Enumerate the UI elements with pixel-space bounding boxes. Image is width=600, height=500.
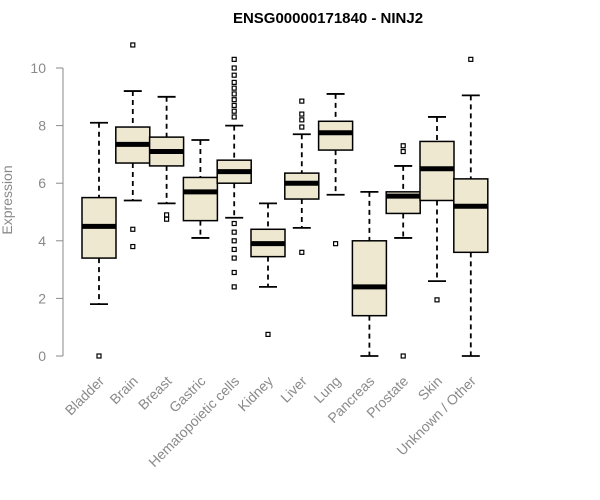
box-breast: [148, 95, 185, 222]
box-bladder: [81, 121, 117, 359]
outlier-point: [231, 102, 237, 109]
outlier-point: [164, 216, 170, 222]
box-brain: [115, 42, 151, 250]
box-prostate: [385, 143, 421, 359]
iqr-box: [284, 172, 320, 200]
outlier-point: [333, 241, 339, 247]
outlier-point: [164, 212, 170, 218]
outlier-point: [468, 56, 474, 62]
outlier-point: [400, 353, 406, 359]
outlier-point: [231, 79, 237, 86]
outlier-point: [130, 243, 136, 250]
category-label: Kidney: [235, 373, 277, 415]
category-label: Bladder: [62, 373, 108, 419]
outlier-point: [231, 238, 237, 244]
outlier-point: [231, 114, 237, 120]
axes: 0 2 4 6 8 10: [30, 60, 64, 364]
outlier-point: [231, 284, 237, 290]
outlier-point: [231, 72, 237, 78]
box-pancreas: [351, 190, 388, 357]
outlier-point: [400, 143, 406, 149]
outlier-point: [231, 220, 237, 227]
box-lung: [317, 93, 354, 247]
outlier-point: [231, 108, 237, 114]
box-liver: [284, 98, 320, 255]
box-gastric: [182, 139, 219, 239]
y-axis-label: Expression: [0, 165, 15, 234]
outlier-point: [434, 297, 440, 303]
y-tick-label: 6: [38, 175, 46, 191]
y-tick-label: 8: [38, 118, 46, 134]
box-hematopoietic-cells: [216, 56, 252, 290]
box-unknown-other: [453, 56, 489, 357]
iqr-box: [182, 176, 219, 222]
y-tick-label: 0: [38, 348, 46, 364]
outlier-point: [265, 331, 271, 337]
chart-title: ENSG00000171840 - NINJ2: [233, 10, 423, 27]
y-tick-label: 2: [38, 290, 46, 306]
outlier-point: [231, 91, 237, 97]
box-kidney: [250, 202, 286, 337]
outlier-point: [130, 42, 136, 48]
outlier-point: [299, 249, 305, 255]
outlier-point: [231, 85, 237, 91]
outlier-point: [299, 124, 305, 130]
outlier-point: [231, 269, 237, 276]
category-label: Liver: [277, 373, 310, 406]
outlier-point: [231, 56, 237, 62]
outlier-point: [299, 98, 305, 104]
outlier-point: [299, 117, 305, 123]
outlier-point: [231, 246, 237, 253]
boxes-group: [81, 42, 489, 359]
iqr-box: [317, 120, 354, 151]
y-tick-label: 4: [38, 233, 46, 249]
outlier-point: [231, 229, 237, 235]
outlier-point: [231, 255, 237, 261]
outlier-point: [231, 97, 237, 103]
iqr-box: [453, 178, 489, 254]
y-tick-label: 10: [30, 60, 46, 76]
outlier-point: [130, 226, 136, 232]
outlier-point: [231, 65, 237, 71]
iqr-box: [351, 240, 388, 317]
box-skin: [419, 116, 455, 303]
outlier-point: [96, 353, 102, 359]
outlier-point: [299, 111, 305, 117]
outlier-point: [400, 148, 406, 155]
